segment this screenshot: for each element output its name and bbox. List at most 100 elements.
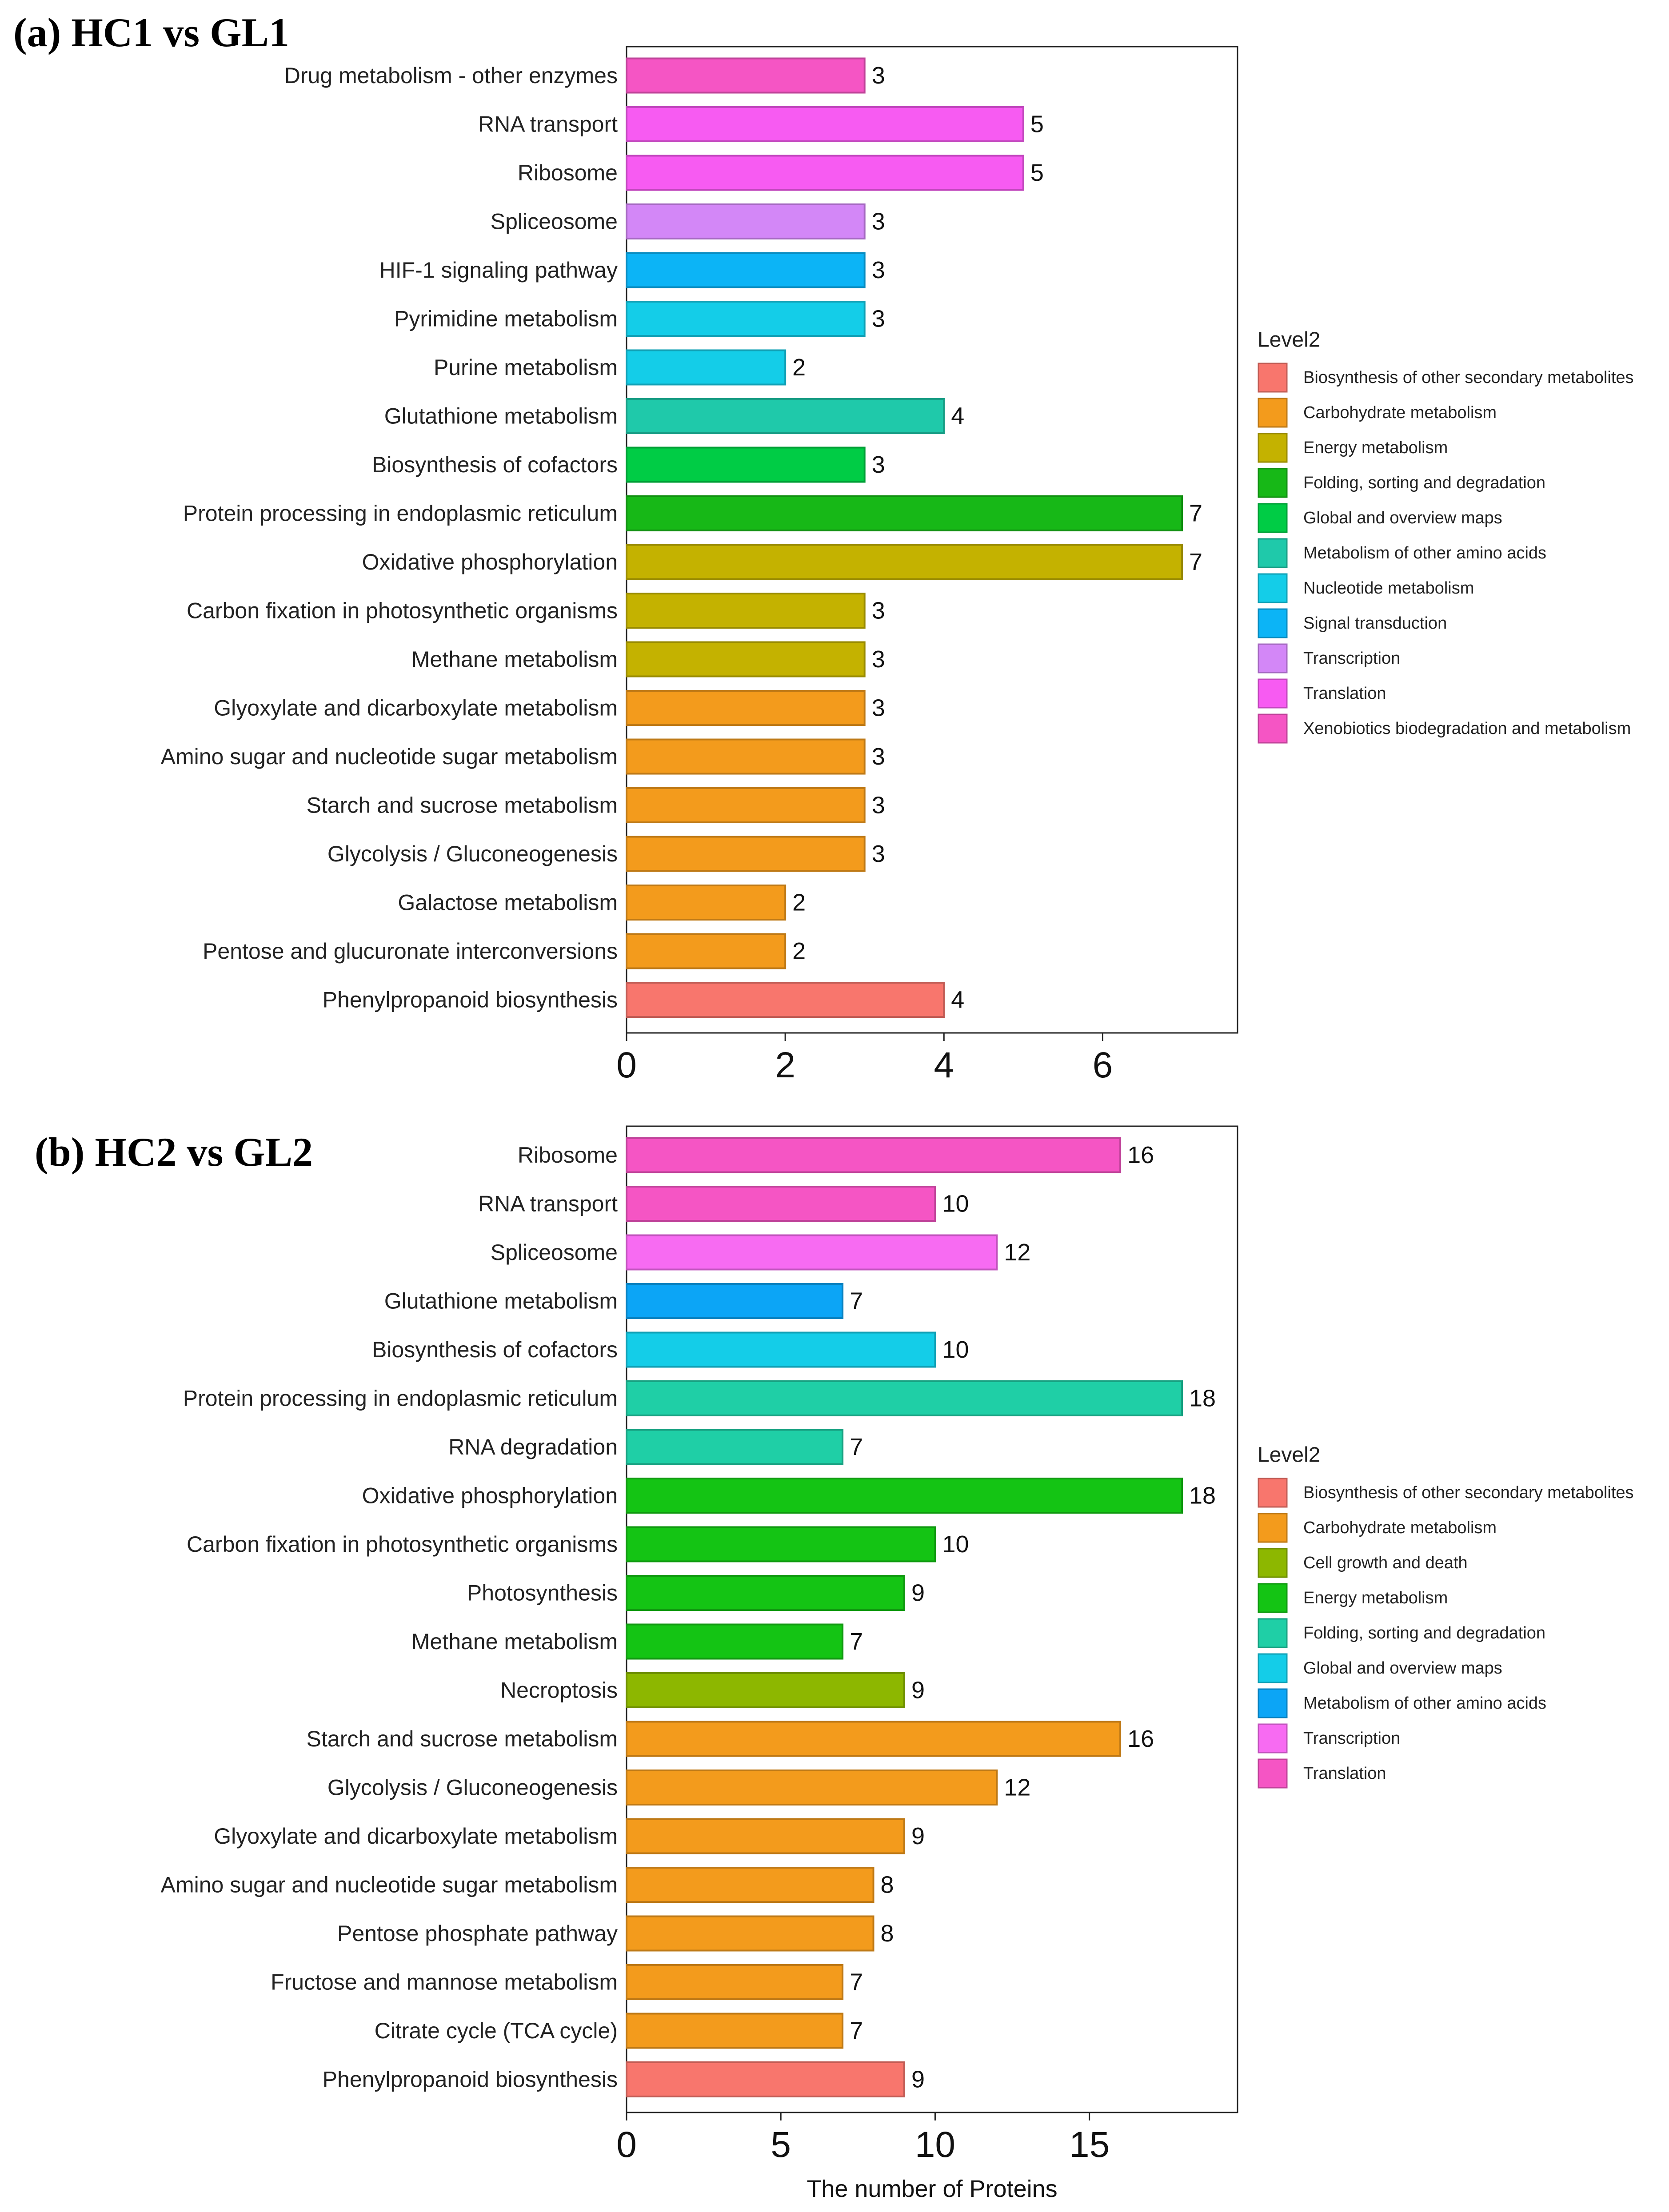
panel-a-category-label: Carbon fixation in photosynthetic organi… <box>187 598 618 623</box>
panel-a-bar <box>626 641 866 678</box>
panel-a-bar <box>626 57 866 94</box>
panel-b-category-label: Fructose and mannose metabolism <box>271 1970 618 1995</box>
panel-b-bar <box>626 1672 905 1708</box>
panel-a-legend-label: Folding, sorting and degradation <box>1303 474 1545 492</box>
panel-a-legend-swatch <box>1258 468 1288 498</box>
panel-b-bar <box>626 1818 905 1854</box>
panel-a-x-tick-label: 6 <box>1093 1045 1113 1085</box>
panel-a-legend-swatch <box>1258 433 1288 463</box>
panel-a-category-label: Glyoxylate and dicarboxylate metabolism <box>214 696 618 721</box>
panel-a-title: (a) HC1 vs GL1 <box>13 10 289 55</box>
panel-b-bar <box>626 1478 1183 1514</box>
panel-b-legend-swatch <box>1258 1618 1288 1648</box>
panel-b-legend-title: Level2 <box>1258 1443 1320 1467</box>
panel-a-bar <box>626 690 866 726</box>
panel-a-legend-swatch <box>1258 678 1288 709</box>
panel-a-category-label: Protein processing in endoplasmic reticu… <box>183 501 618 526</box>
panel-b-data-label: 7 <box>850 1434 863 1460</box>
panel-b-legend-swatch <box>1258 1688 1288 1718</box>
panel-a-bar <box>626 982 945 1018</box>
panel-b-category-label: Pentose phosphate pathway <box>337 1921 618 1946</box>
panel-a-category-label: Pentose and glucuronate interconversions <box>203 939 618 964</box>
panel-b-category-label: Amino sugar and nucleotide sugar metabol… <box>161 1873 618 1897</box>
panel-b-x-axis-label: The number of Proteins <box>807 2176 1057 2202</box>
panel-b-category-label: Protein processing in endoplasmic reticu… <box>183 1386 618 1411</box>
panel-a-bar <box>626 398 945 434</box>
panel-b-data-label: 12 <box>1004 1239 1030 1266</box>
panel-a-legend-swatch <box>1258 538 1288 568</box>
panel-b-category-label: Methane metabolism <box>411 1629 618 1654</box>
panel-b-data-label: 7 <box>850 2017 863 2044</box>
panel-a-category-label: HIF-1 signaling pathway <box>379 258 618 283</box>
panel-b-data-label: 9 <box>911 1823 925 1849</box>
panel-a-legend-label: Transcription <box>1303 649 1400 668</box>
panel-b-x-tick-label: 0 <box>616 2124 637 2165</box>
panel-b-data-label: 16 <box>1127 1142 1154 1168</box>
panel-a-legend-label: Xenobiotics biodegradation and metabolis… <box>1303 719 1631 738</box>
panel-a-bar <box>626 495 1183 531</box>
panel-a-x-tick-label: 4 <box>934 1045 954 1085</box>
panel-a-bar <box>626 155 1024 191</box>
panel-b-bar <box>626 1429 844 1465</box>
panel-a-data-label: 3 <box>872 792 885 819</box>
panel-b-category-label: Oxidative phosphorylation <box>362 1483 618 1508</box>
panel-b-category-label: Biosynthesis of cofactors <box>372 1337 618 1362</box>
panel-b-data-label: 9 <box>911 1677 925 1704</box>
panel-a-category-label: Oxidative phosphorylation <box>362 550 618 574</box>
panel-b-category-label: Spliceosome <box>491 1240 618 1265</box>
panel-a-category-label: Methane metabolism <box>411 647 618 672</box>
panel-a-bar <box>626 593 866 629</box>
panel-a-category-label: Biosynthesis of cofactors <box>372 452 618 477</box>
panel-a-data-label: 4 <box>951 403 964 430</box>
panel-a-data-label: 2 <box>792 889 806 916</box>
panel-a-data-label: 2 <box>792 938 806 965</box>
panel-b-bar <box>626 1186 936 1222</box>
panel-a-legend-swatch <box>1258 608 1288 638</box>
panel-a-bar <box>626 203 866 239</box>
panel-b-x-tick-label: 10 <box>915 2124 955 2165</box>
panel-a-data-label: 5 <box>1030 111 1044 138</box>
panel-a-legend-label: Energy metabolism <box>1303 438 1448 457</box>
panel-a-data-label: 3 <box>872 257 885 283</box>
panel-a-bar <box>626 252 866 288</box>
panel-b-bar <box>626 1770 998 1805</box>
panel-b-bar <box>626 1526 936 1562</box>
panel-a-bar <box>626 836 866 872</box>
panel-b-category-label: Photosynthesis <box>467 1581 618 1606</box>
panel-b-category-label: RNA degradation <box>448 1435 618 1459</box>
panel-b-bar <box>626 1575 905 1611</box>
panel-b-data-label: 8 <box>881 1872 894 1898</box>
panel-b-legend-label: Carbohydrate metabolism <box>1303 1519 1497 1537</box>
panel-b-bar <box>626 2061 905 2097</box>
panel-b-category-label: Starch and sucrose metabolism <box>307 1726 618 1751</box>
panel-a-category-label: Ribosome <box>518 160 618 185</box>
panel-a-legend-label: Biosynthesis of other secondary metaboli… <box>1303 368 1634 387</box>
panel-b-legend-swatch <box>1258 1758 1288 1789</box>
panel-b-bar <box>626 1234 998 1271</box>
panel-b-bar <box>626 1721 1122 1757</box>
panel-b-legend-label: Energy metabolism <box>1303 1589 1448 1607</box>
panel-b-category-label: Carbon fixation in photosynthetic organi… <box>187 1532 618 1557</box>
panel-a-data-label: 5 <box>1030 159 1044 186</box>
panel-a-bar <box>626 885 787 921</box>
panel-a-legend-label: Translation <box>1303 684 1386 703</box>
panel-b-category-label: Ribosome <box>518 1143 618 1168</box>
panel-a-data-label: 3 <box>872 695 885 721</box>
panel-b-data-label: 7 <box>850 1628 863 1655</box>
panel-b-title: (b) HC2 vs GL2 <box>35 1129 313 1175</box>
panel-a-legend-label: Signal transduction <box>1303 614 1447 633</box>
panel-b-legend-swatch <box>1258 1723 1288 1754</box>
panel-a-plot-frame <box>626 46 1238 1034</box>
panel-b-category-label: Glycolysis / Gluconeogenesis <box>327 1775 618 1800</box>
panel-a-legend-swatch <box>1258 398 1288 428</box>
panel-b-legend-label: Global and overview maps <box>1303 1659 1502 1678</box>
panel-a-x-tick-label: 2 <box>775 1045 795 1085</box>
panel-b-plot-frame <box>626 1125 1238 2113</box>
panel-a-legend-swatch <box>1258 503 1288 533</box>
panel-b-legend-swatch <box>1258 1653 1288 1683</box>
panel-a-data-label: 3 <box>872 646 885 673</box>
panel-a-legend-swatch <box>1258 713 1288 744</box>
panel-b-legend-label: Biosynthesis of other secondary metaboli… <box>1303 1483 1634 1502</box>
panel-b-bar <box>626 1331 936 1368</box>
